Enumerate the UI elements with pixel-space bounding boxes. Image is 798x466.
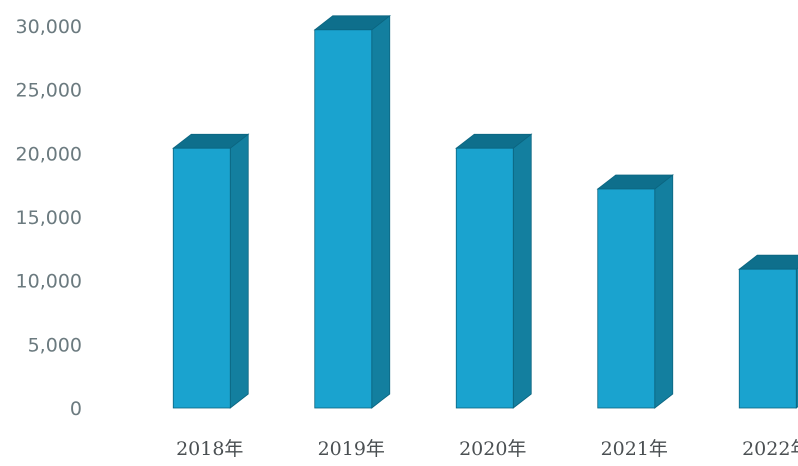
y-tick-label: 15,000 [16,207,82,229]
bar [455,133,533,409]
bar-side [654,174,674,409]
y-tick-label: 10,000 [16,271,82,293]
x-tick-label: 2021年 [601,438,668,460]
x-tick-label: 2022年 [742,438,798,460]
y-tick-label: 25,000 [16,80,82,102]
x-axis: 2018年 2019年 2020年 2021年 2022年 [176,438,798,460]
bar [172,133,250,409]
bars [172,15,798,409]
bar-top [738,254,798,270]
y-tick-label: 0 [70,398,82,420]
y-tick-label: 20,000 [16,143,82,165]
bar [596,174,674,409]
y-tick-label: 5,000 [28,334,82,356]
bar-front [738,268,797,409]
bar-front [172,147,231,409]
bar-front [314,29,373,409]
bar [738,254,798,409]
x-tick-label: 2019年 [318,438,385,460]
bar-front [455,147,514,409]
bar-side [512,133,532,409]
x-tick-label: 2020年 [459,438,526,460]
bar-side [371,15,391,409]
bar-side [229,133,249,409]
y-tick-label: 30,000 [16,16,82,38]
bar-front [597,188,656,409]
x-tick-label: 2018年 [176,438,243,460]
bar [313,15,391,409]
y-axis: 0 5,000 10,000 15,000 20,000 25,000 30,000 [16,16,82,420]
